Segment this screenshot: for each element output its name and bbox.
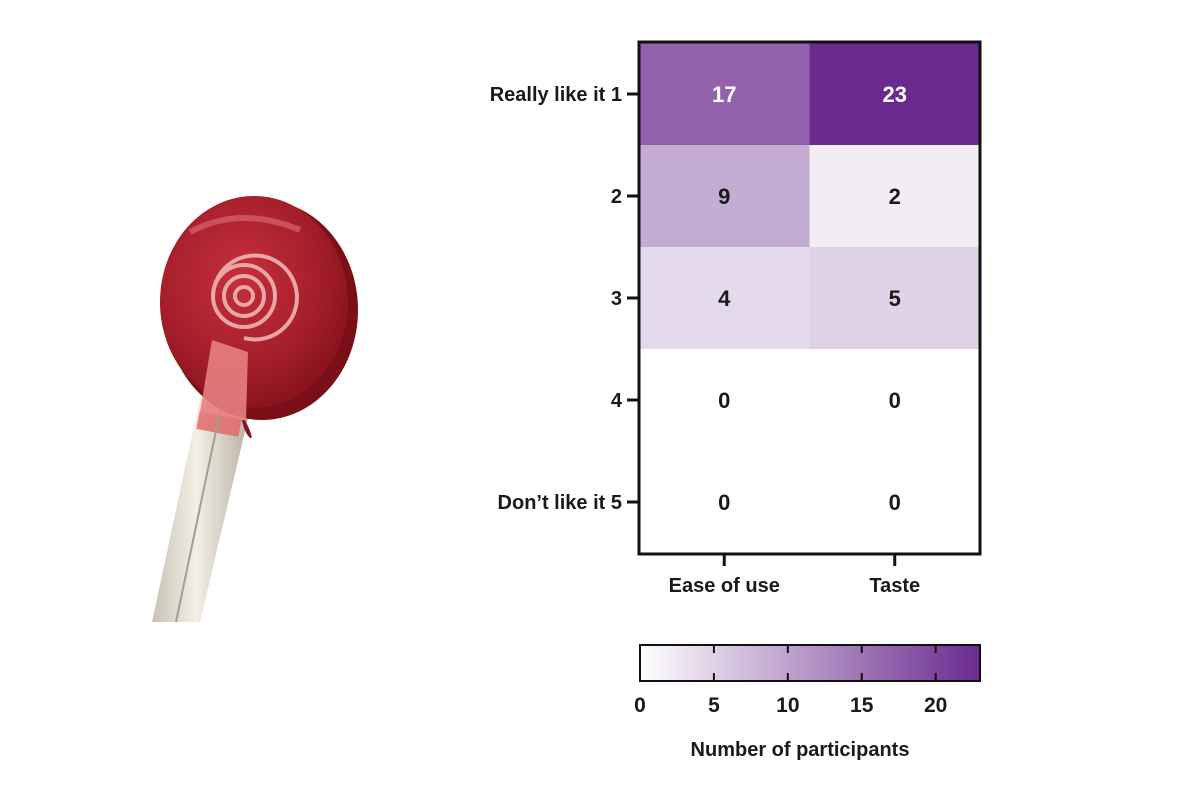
heatmap-cell [809,451,980,553]
x-tick-label: Taste [869,575,920,597]
y-tick-label: Don’t like it 5 [498,492,622,514]
swirl-pattern [211,253,299,342]
y-tick-label: 3 [611,288,622,310]
cell-value-label: 4 [718,286,731,311]
cell-value-label: 0 [718,388,730,413]
heatmap-cell [809,349,980,451]
colorbar-tick-label: 10 [776,694,799,717]
cell-value-label: 0 [889,490,901,515]
x-axis: Ease of use Taste [669,554,920,597]
cell-value-label: 17 [712,82,736,107]
heatmap-cell [639,43,810,145]
y-tick-label: Really like it 1 [490,84,622,106]
lollipop-candy [160,196,358,439]
colorbar-label: Number of participants [691,739,910,761]
cell-value-label: 0 [718,490,730,515]
heatmap-cell [809,145,980,247]
y-tick-label: 2 [611,186,622,208]
colorbar-tick-label: 15 [850,694,874,717]
lollipop-stick [152,398,250,623]
heatmap-cell [639,349,810,451]
heatmap-cell [809,43,980,145]
heatmap-cell [639,145,810,247]
heatmap-cells: 17 23 9 2 4 5 0 0 0 0 [639,43,980,553]
heatmap-cell [809,247,980,349]
heatmap-cell [639,247,810,349]
cell-value-label: 2 [889,184,901,209]
cell-value-label: 23 [883,82,907,107]
x-tick-label: Ease of use [669,575,780,597]
colorbar-tick-label: 20 [924,694,947,717]
y-axis: Really like it 1 2 3 4 Don’t like it 5 [490,84,639,514]
heatmap-cell [639,451,810,553]
y-tick-label: 4 [611,390,623,412]
cell-value-label: 5 [889,286,901,311]
colorbar-gradient [639,644,981,682]
colorbar-ticks: 0 5 10 15 20 [634,645,947,717]
cell-value-label: 0 [889,388,901,413]
cell-value-label: 9 [718,184,730,209]
colorbar-tick-label: 5 [708,694,720,717]
colorbar: 0 5 10 15 20 Number of participants [634,644,981,761]
colorbar-tick-label: 0 [634,694,646,717]
